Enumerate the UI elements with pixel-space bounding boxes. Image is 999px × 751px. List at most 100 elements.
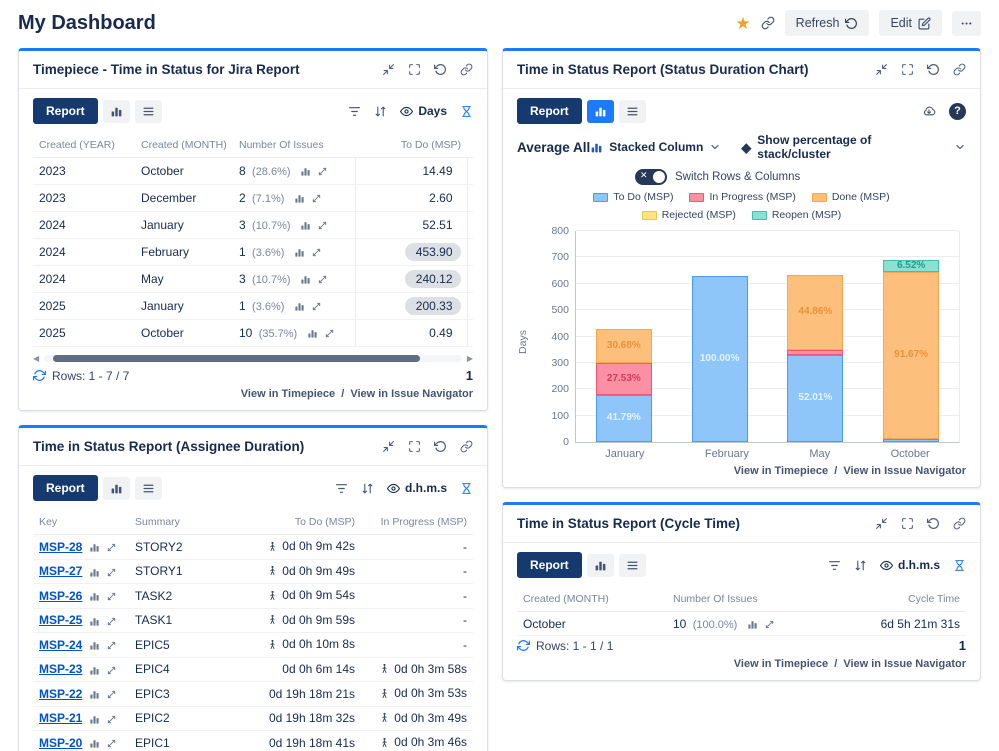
- col-todo[interactable]: To Do (MSP): [355, 133, 467, 158]
- page-number[interactable]: 1: [465, 368, 473, 383]
- row-bar-chart-icon[interactable]: [89, 640, 100, 651]
- link-icon[interactable]: [953, 517, 966, 530]
- bar-october[interactable]: 91.67% 6.52%: [883, 231, 940, 442]
- switch-rows-columns-toggle[interactable]: ✕: [635, 169, 667, 185]
- row-bar-chart-icon[interactable]: [89, 616, 100, 627]
- issue-key-link[interactable]: MSP-21: [39, 711, 83, 726]
- row-bar-chart-icon[interactable]: [294, 301, 305, 312]
- download-cloud-icon[interactable]: [922, 104, 936, 118]
- col-cycle-time[interactable]: Cycle Time: [867, 587, 966, 612]
- legend-item[interactable]: To Do (MSP): [593, 191, 673, 203]
- scrollbar-track[interactable]: [44, 355, 462, 362]
- list-view-button[interactable]: [618, 99, 646, 123]
- view-in-issue-navigator-link[interactable]: View in Issue Navigator: [350, 388, 473, 400]
- list-view-button[interactable]: [134, 476, 162, 500]
- bar-february[interactable]: 100.00%: [691, 231, 748, 442]
- col-created-month[interactable]: Created (MONTH): [517, 587, 667, 612]
- view-in-issue-navigator-link[interactable]: View in Issue Navigator: [843, 465, 966, 477]
- row-expand-icon[interactable]: [311, 247, 322, 258]
- legend-item[interactable]: Rejected (MSP): [641, 209, 736, 221]
- row-expand-icon[interactable]: [311, 301, 322, 312]
- view-in-timepiece-link[interactable]: View in Timepiece: [733, 465, 829, 477]
- row-expand-icon[interactable]: [106, 689, 117, 700]
- col-number-of-issues[interactable]: Number Of Issues: [667, 587, 867, 612]
- col-summary[interactable]: Summary: [129, 510, 241, 535]
- chart-view-button[interactable]: [586, 99, 614, 123]
- legend-item[interactable]: In Progress (MSP): [689, 191, 796, 203]
- row-expand-icon[interactable]: [106, 591, 117, 602]
- report-button[interactable]: Report: [33, 98, 98, 124]
- hourglass-icon[interactable]: [953, 559, 966, 572]
- issue-key-link[interactable]: MSP-22: [39, 686, 83, 701]
- row-bar-chart-icon[interactable]: [294, 193, 305, 204]
- page-number[interactable]: 1: [958, 638, 966, 653]
- legend-item[interactable]: Reopen (MSP): [751, 209, 841, 221]
- reset-icon[interactable]: [927, 517, 940, 530]
- list-view-button[interactable]: [618, 553, 646, 577]
- row-bar-chart-icon[interactable]: [89, 738, 100, 749]
- link-icon[interactable]: [460, 440, 473, 453]
- reset-icon[interactable]: [434, 440, 447, 453]
- scroll-right-icon[interactable]: ▶: [466, 354, 473, 363]
- bar-segment[interactable]: 91.67%: [883, 271, 940, 439]
- view-in-timepiece-link[interactable]: View in Timepiece: [240, 388, 336, 400]
- row-bar-chart-icon[interactable]: [89, 689, 100, 700]
- row-bar-chart-icon[interactable]: [300, 274, 311, 285]
- filter-icon[interactable]: [348, 105, 361, 118]
- bar-segment[interactable]: 52.01%: [787, 354, 844, 442]
- col-created-month[interactable]: Created (MONTH): [135, 133, 233, 158]
- unit-selector[interactable]: Days: [400, 104, 447, 118]
- row-bar-chart-icon[interactable]: [89, 665, 100, 676]
- row-expand-icon[interactable]: [106, 665, 117, 676]
- row-expand-icon[interactable]: [106, 738, 117, 749]
- refresh-button[interactable]: Refresh: [784, 10, 870, 36]
- link-icon[interactable]: [460, 63, 473, 76]
- favorite-star-icon[interactable]: ★: [735, 13, 751, 33]
- scroll-left-icon[interactable]: ◀: [33, 354, 40, 363]
- collapse-icon[interactable]: [875, 63, 888, 76]
- issue-key-link[interactable]: MSP-25: [39, 613, 83, 628]
- row-bar-chart-icon[interactable]: [307, 328, 318, 339]
- chart-view-button[interactable]: [586, 553, 614, 577]
- sort-icon[interactable]: [374, 105, 387, 118]
- chart-type-dropdown[interactable]: Stacked Column: [590, 140, 721, 154]
- list-view-button[interactable]: [134, 99, 162, 123]
- issue-key-link[interactable]: MSP-28: [39, 539, 83, 554]
- scrollbar-thumb[interactable]: [52, 355, 421, 362]
- row-expand-icon[interactable]: [764, 619, 775, 630]
- row-bar-chart-icon[interactable]: [89, 591, 100, 602]
- view-in-timepiece-link[interactable]: View in Timepiece: [733, 658, 829, 670]
- issue-key-link[interactable]: MSP-26: [39, 588, 83, 603]
- share-link-icon[interactable]: [761, 16, 775, 30]
- filter-icon[interactable]: [828, 559, 841, 572]
- row-bar-chart-icon[interactable]: [300, 166, 311, 177]
- bar-may[interactable]: 52.01% 44.86%: [787, 231, 844, 442]
- hourglass-icon[interactable]: [460, 105, 473, 118]
- col-inprogress[interactable]: In Progress (MSP): [361, 510, 473, 535]
- more-button[interactable]: [952, 10, 981, 36]
- bar-segment[interactable]: [787, 350, 844, 355]
- edit-button[interactable]: Edit: [879, 10, 942, 36]
- issue-key-link[interactable]: MSP-20: [39, 735, 83, 750]
- col-inprogress-cut[interactable]: In Pr: [467, 133, 473, 158]
- bar-segment[interactable]: 27.53%: [595, 363, 652, 395]
- collapse-icon[interactable]: [875, 517, 888, 530]
- collapse-icon[interactable]: [382, 440, 395, 453]
- col-number-of-issues[interactable]: Number Of Issues: [233, 133, 355, 158]
- help-icon[interactable]: ?: [949, 102, 966, 120]
- bar-segment[interactable]: [883, 438, 940, 442]
- link-icon[interactable]: [953, 63, 966, 76]
- view-in-issue-navigator-link[interactable]: View in Issue Navigator: [843, 658, 966, 670]
- row-expand-icon[interactable]: [311, 193, 322, 204]
- report-button[interactable]: Report: [33, 475, 98, 501]
- reset-icon[interactable]: [927, 63, 940, 76]
- row-bar-chart-icon[interactable]: [300, 220, 311, 231]
- bar-segment[interactable]: 44.86%: [787, 274, 844, 351]
- unit-selector[interactable]: d.h.m.s: [880, 558, 940, 572]
- row-expand-icon[interactable]: [106, 714, 117, 725]
- row-bar-chart-icon[interactable]: [89, 542, 100, 553]
- col-key[interactable]: Key: [33, 510, 129, 535]
- bar-segment[interactable]: 41.79%: [595, 394, 652, 442]
- issue-key-link[interactable]: MSP-27: [39, 564, 83, 579]
- collapse-icon[interactable]: [382, 63, 395, 76]
